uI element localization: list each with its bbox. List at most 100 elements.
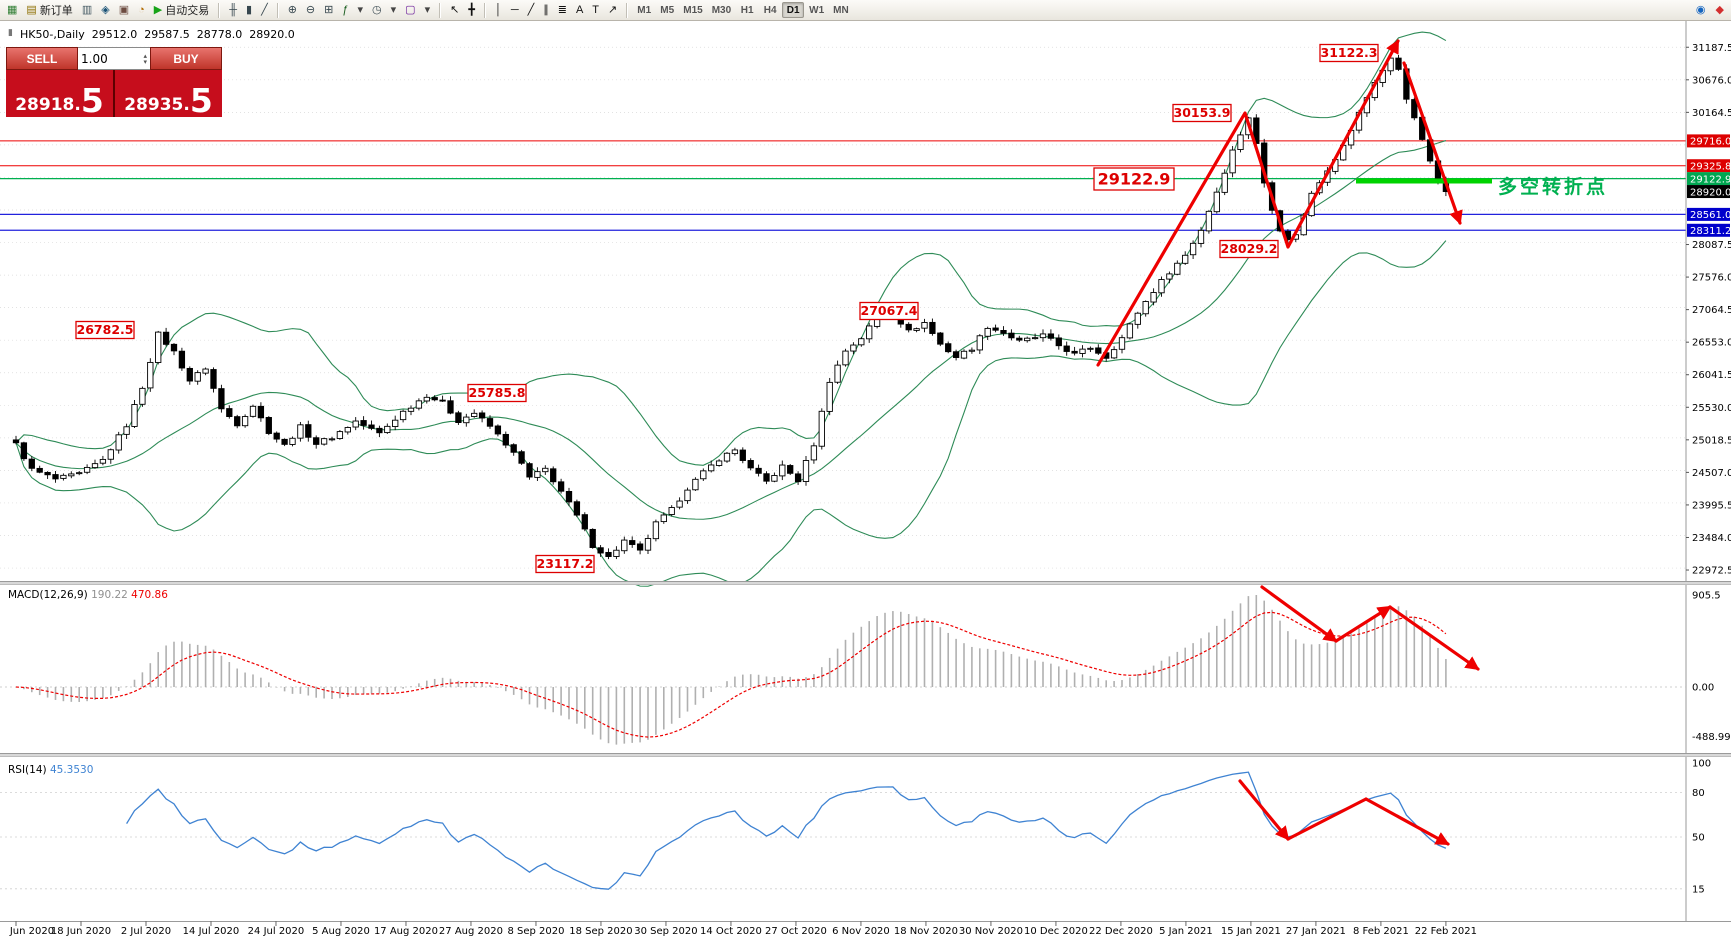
- trendline-icon[interactable]: ╱: [524, 2, 539, 19]
- price-annotation[interactable]: 27067.4: [859, 301, 919, 321]
- price-annotations[interactable]: 26782.5 25785.8 23117.2 27067.4 29122.9 30153…: [75, 43, 1379, 574]
- arrows-icon[interactable]: ↗: [604, 2, 621, 19]
- buy-button[interactable]: BUY: [150, 47, 222, 70]
- price-annotation[interactable]: 29122.9: [1093, 167, 1175, 191]
- main-toolbar: ▦ ▤ 新订单 ▥ ◈ ▣ ◔: [0, 0, 1731, 21]
- rsi-trend-arrows: [1238, 779, 1450, 846]
- price-axis-label: 29325.8: [1687, 159, 1731, 173]
- svg-text:29122.9: 29122.9: [1690, 174, 1731, 185]
- rsi-line: [126, 771, 1447, 890]
- timeframe-button[interactable]: H4: [759, 2, 781, 18]
- ohlc-low: 28778.0: [196, 28, 243, 41]
- svg-text:29716.0: 29716.0: [1690, 137, 1731, 148]
- toolbar-group-chart-type: ╫ ▮ ╱: [225, 2, 271, 19]
- label-icon[interactable]: T: [588, 2, 603, 19]
- chart-profiles-icon[interactable]: ▥: [78, 2, 96, 19]
- date-label: 18 Nov 2020: [894, 926, 958, 937]
- buy-price-main: 28935.: [124, 95, 190, 115]
- panel-separator[interactable]: [0, 581, 1731, 585]
- ohlc-high: 29587.5: [144, 28, 190, 41]
- zoom-out-icon[interactable]: ⊖: [302, 2, 319, 19]
- price-annotation[interactable]: 23117.2: [535, 554, 595, 574]
- periods-dropdown-icon[interactable]: ▾: [387, 2, 401, 19]
- timeframe-button[interactable]: M15: [679, 2, 706, 18]
- price-axis-label: 28311.2: [1687, 223, 1731, 237]
- timeframe-button[interactable]: M1: [633, 2, 655, 18]
- price-annotation[interactable]: 28029.2: [1219, 239, 1279, 259]
- buy-price[interactable]: 28935. 5: [115, 70, 222, 117]
- timeframe-button[interactable]: H1: [736, 2, 758, 18]
- bars-chart-icon[interactable]: ╫: [225, 2, 241, 19]
- sell-price-pip: 5: [80, 80, 104, 120]
- svg-text:23484.0: 23484.0: [1692, 533, 1731, 544]
- alerts-icon[interactable]: ◔: [134, 2, 149, 19]
- navigator-icon[interactable]: ◈: [97, 2, 113, 19]
- timeframe-button[interactable]: D1: [782, 2, 805, 18]
- sell-price[interactable]: 28918. 5: [6, 70, 113, 117]
- indicators-dropdown-icon[interactable]: ▾: [353, 2, 367, 19]
- notifications-icon[interactable]: ◆: [1712, 2, 1728, 19]
- channel-icon[interactable]: ∥: [539, 2, 553, 19]
- autotrade-icon[interactable]: ▶ 自动交易: [150, 2, 213, 19]
- svg-text:30164.5: 30164.5: [1692, 108, 1731, 119]
- cursor-icon[interactable]: ↖: [446, 2, 463, 19]
- date-label: 30 Sep 2020: [634, 926, 697, 937]
- volume-stepper[interactable]: 1.00 ▴ ▾: [78, 47, 150, 70]
- date-label: 22 Dec 2020: [1089, 926, 1153, 937]
- new-order-icon[interactable]: ▤ 新订单: [22, 2, 76, 19]
- horizontal-line-icon[interactable]: ─: [507, 2, 523, 19]
- volume-up-icon[interactable]: ▴: [143, 51, 147, 60]
- toolbar-group-view: ⊕ ⊖ ⊞ ƒ ▾ ◷ ▾: [284, 2, 434, 19]
- templates-icon[interactable]: ▢: [401, 2, 419, 19]
- volume-value: 1.00: [81, 51, 108, 66]
- panel-separator[interactable]: [0, 753, 1731, 757]
- price-axis[interactable]: 31187.5 30676.0 30164.5 28087.5 27576.0 27064…: [1685, 21, 1731, 921]
- toolbar-separator: [483, 2, 486, 18]
- new-chart-icon[interactable]: ▦: [3, 2, 21, 19]
- vertical-line-icon[interactable]: │: [491, 2, 506, 19]
- timeframe-button[interactable]: M30: [708, 2, 735, 18]
- date-label: 27 Jan 2021: [1286, 926, 1346, 937]
- price-grid: [0, 46, 1686, 569]
- macd-axis-label: 0.00: [1692, 683, 1714, 694]
- chart-window: 多空转折点 26782.5 25785.8 23117.2 27067.4 29122.9…: [0, 21, 1731, 944]
- indicators-icon[interactable]: ƒ: [338, 2, 352, 19]
- rsi-axis-label: 80: [1692, 788, 1705, 799]
- fibonacci-icon[interactable]: ≣: [554, 2, 571, 19]
- timeframe-button[interactable]: W1: [805, 2, 828, 18]
- crosshair-icon[interactable]: ╋: [464, 2, 479, 19]
- date-label: 18 Jun 2020: [51, 926, 111, 937]
- price-axis-label: 29716.0: [1687, 134, 1731, 148]
- svg-text:31122.3: 31122.3: [1321, 45, 1378, 60]
- community-icon[interactable]: ◉: [1692, 2, 1710, 19]
- zoom-in-icon[interactable]: ⊕: [284, 2, 301, 19]
- price-axis-label: 28561.0: [1687, 207, 1731, 221]
- svg-text:27064.5: 27064.5: [1692, 305, 1731, 316]
- rsi-indicator-label: RSI(14) 45.3530: [8, 764, 93, 776]
- macd-axis-label: 905.5: [1692, 591, 1721, 602]
- price-annotation[interactable]: 26782.5: [75, 320, 135, 340]
- periods-icon[interactable]: ◷: [368, 2, 386, 19]
- sell-button[interactable]: SELL: [6, 47, 78, 70]
- templates-dropdown-icon[interactable]: ▾: [421, 2, 435, 19]
- chart-area[interactable]: 多空转折点 26782.5 25785.8 23117.2 27067.4 29122.9…: [0, 21, 1731, 944]
- price-annotation[interactable]: 25785.8: [467, 383, 527, 403]
- price-annotation[interactable]: 30153.9: [1172, 103, 1232, 123]
- terminal-icon[interactable]: ▣: [115, 2, 133, 19]
- toolbar-separator: [626, 2, 629, 18]
- chart-symbol-period: HK50-,Daily: [19, 28, 85, 41]
- candlestick-chart-icon[interactable]: ▮: [242, 2, 256, 19]
- line-chart-icon[interactable]: ╱: [257, 2, 272, 19]
- tile-windows-icon[interactable]: ⊞: [320, 2, 337, 19]
- volume-down-icon[interactable]: ▾: [143, 57, 147, 66]
- price-annotation[interactable]: 31122.3: [1319, 43, 1379, 63]
- timeframe-button[interactable]: MN: [829, 2, 853, 18]
- text-icon[interactable]: A: [572, 2, 587, 19]
- rsi-axis-label: 50: [1692, 833, 1705, 844]
- date-label: 15 Jan 2021: [1221, 926, 1281, 937]
- timeframe-button[interactable]: M5: [656, 2, 678, 18]
- date-label: 22 Feb 2021: [1415, 926, 1477, 937]
- macd-indicator-label: MACD(12,26,9) 190.22 470.86: [8, 589, 168, 601]
- svg-text:30153.9: 30153.9: [1174, 105, 1231, 120]
